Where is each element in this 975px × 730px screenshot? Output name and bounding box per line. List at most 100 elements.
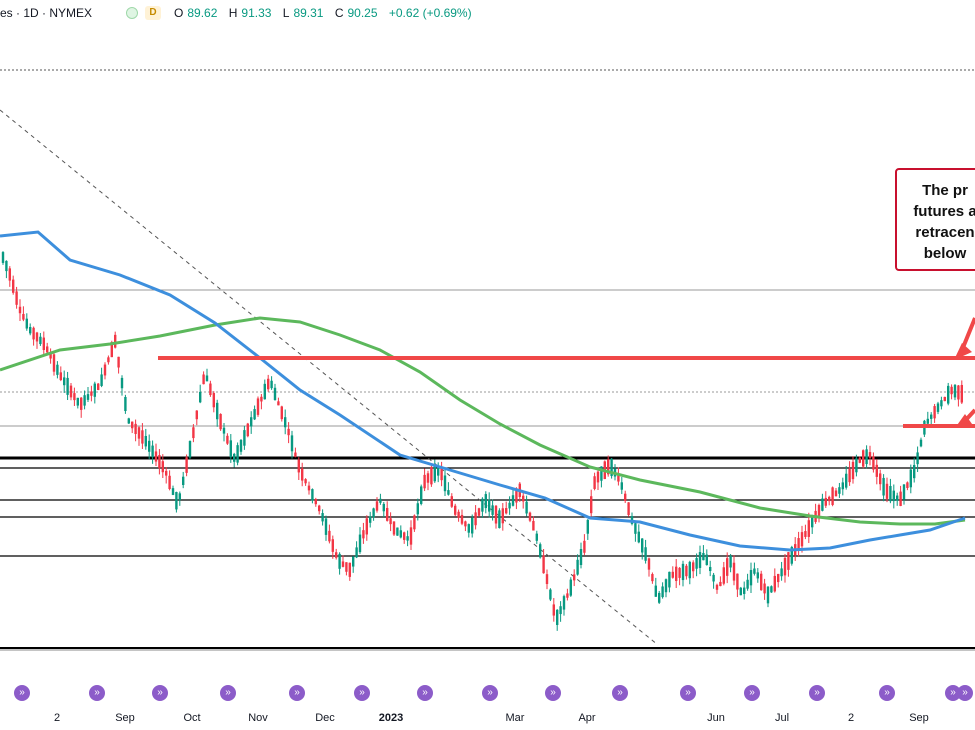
candle <box>481 497 484 518</box>
candle <box>365 515 368 541</box>
annotation-callout[interactable]: The pr futures a retracen below <box>895 168 975 271</box>
candle <box>474 505 477 530</box>
candle <box>392 521 396 537</box>
data-badge: D <box>145 6 161 20</box>
economic-event-icon[interactable]: » <box>680 685 696 701</box>
candle <box>862 449 865 469</box>
candle <box>222 423 226 442</box>
candle <box>542 548 545 574</box>
candle <box>634 520 637 542</box>
candle <box>318 504 321 515</box>
candle <box>777 573 780 588</box>
economic-event-icon[interactable]: » <box>14 685 30 701</box>
candle <box>253 405 256 421</box>
candle <box>654 577 657 597</box>
candle <box>212 391 215 413</box>
candle <box>263 379 266 400</box>
candle <box>573 569 576 587</box>
candle <box>773 568 776 593</box>
candle <box>270 376 273 390</box>
economic-event-icon[interactable]: » <box>879 685 895 701</box>
candle <box>688 560 691 585</box>
economic-event-icon[interactable]: » <box>289 685 305 701</box>
candle <box>494 505 498 529</box>
candle <box>151 440 154 464</box>
candle <box>579 542 583 569</box>
candle <box>841 477 844 496</box>
candle <box>66 371 69 401</box>
candle <box>358 527 362 554</box>
candle <box>593 472 596 491</box>
candle <box>97 382 100 391</box>
candle <box>522 492 525 509</box>
candle <box>834 487 838 497</box>
candle <box>260 393 263 410</box>
candle <box>226 433 229 445</box>
candle <box>355 541 358 559</box>
candle <box>314 497 317 507</box>
economic-event-icon[interactable]: » <box>354 685 370 701</box>
candle <box>188 440 192 459</box>
candle <box>872 452 875 473</box>
candle <box>117 356 120 374</box>
candle <box>420 484 423 506</box>
economic-event-icon[interactable]: » <box>957 685 973 701</box>
candle <box>433 459 436 483</box>
economic-event-icon[interactable]: » <box>220 685 236 701</box>
candle <box>440 461 443 487</box>
economic-event-icon[interactable]: » <box>482 685 498 701</box>
ohlc-high: H 91.33 <box>228 6 272 20</box>
ohlc-low: L 89.31 <box>282 6 324 20</box>
candle <box>324 515 328 541</box>
candle <box>120 375 124 396</box>
economic-event-icon[interactable]: » <box>152 685 168 701</box>
trend-line-dashed[interactable] <box>0 109 659 646</box>
candle <box>171 485 175 496</box>
candle <box>32 326 35 346</box>
candle <box>681 560 685 587</box>
economic-event-icon[interactable]: » <box>545 685 561 701</box>
candle <box>590 489 593 517</box>
candle <box>311 488 314 504</box>
candle <box>484 491 487 514</box>
candle <box>131 421 134 434</box>
economic-event-icon[interactable]: » <box>417 685 433 701</box>
candle <box>460 509 464 526</box>
candle <box>93 381 96 404</box>
economic-event-icon[interactable]: » <box>612 685 628 701</box>
candle <box>8 266 11 287</box>
candle <box>770 585 773 593</box>
candle <box>39 332 42 346</box>
candle <box>532 516 535 531</box>
candle <box>885 477 889 503</box>
economic-event-icon[interactable]: » <box>744 685 760 701</box>
x-tick-label: 2 <box>847 712 855 724</box>
candle <box>505 501 508 515</box>
candle <box>709 560 712 577</box>
candle <box>712 572 715 589</box>
candle <box>154 443 158 467</box>
candle <box>596 467 600 490</box>
candle <box>52 350 56 376</box>
candle <box>719 576 722 587</box>
candle <box>675 559 678 589</box>
economic-event-icon[interactable]: » <box>809 685 825 701</box>
green-moving-average <box>0 316 966 526</box>
candle <box>743 581 746 600</box>
candle <box>753 562 756 576</box>
callout-line: retracen <box>915 224 975 241</box>
candle <box>501 502 504 531</box>
candle <box>896 492 899 506</box>
x-tick-label: Apr <box>578 712 596 724</box>
candle <box>814 503 817 524</box>
symbol-title[interactable]: es · 1D · NYMEX <box>0 6 93 20</box>
candle <box>141 423 144 449</box>
candle <box>930 412 933 426</box>
candle <box>25 313 28 331</box>
candle <box>127 417 130 425</box>
candle <box>668 571 671 593</box>
economic-event-icon[interactable]: » <box>89 685 105 701</box>
candle <box>15 286 18 309</box>
candle <box>851 456 855 484</box>
